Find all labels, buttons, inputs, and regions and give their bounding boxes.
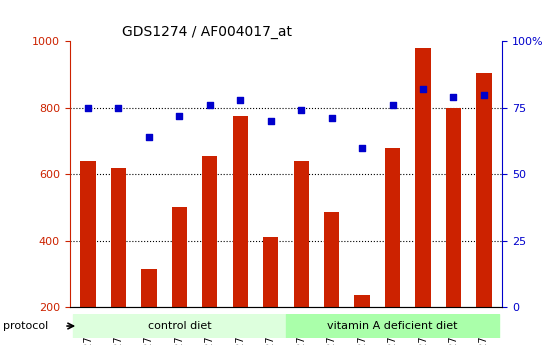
Point <box>479 92 488 97</box>
Bar <box>233 116 248 307</box>
Bar <box>415 48 431 307</box>
Bar <box>477 73 492 307</box>
Point <box>418 87 427 92</box>
Point <box>388 102 397 108</box>
Bar <box>354 295 370 307</box>
Text: vitamin A deficient diet: vitamin A deficient diet <box>328 321 458 331</box>
Point <box>114 105 123 110</box>
Point <box>145 134 153 140</box>
Point <box>297 108 306 113</box>
Point <box>205 102 214 108</box>
Text: control diet: control diet <box>147 321 211 331</box>
Bar <box>294 161 309 307</box>
Bar <box>202 156 218 307</box>
Text: GDS1274 / AF004017_at: GDS1274 / AF004017_at <box>122 25 292 39</box>
Bar <box>172 207 187 307</box>
Bar <box>286 314 499 338</box>
Point <box>236 97 245 102</box>
Bar <box>263 237 278 307</box>
Point <box>449 95 458 100</box>
Bar <box>324 213 339 307</box>
Bar <box>80 161 95 307</box>
Point <box>84 105 93 110</box>
Text: protocol: protocol <box>3 321 48 331</box>
Bar <box>111 168 126 307</box>
Bar <box>385 148 400 307</box>
Point <box>327 116 336 121</box>
Point <box>175 113 184 119</box>
Point <box>266 118 275 124</box>
Bar <box>73 314 286 338</box>
Bar <box>141 269 157 307</box>
Point <box>358 145 367 150</box>
Bar <box>446 108 461 307</box>
